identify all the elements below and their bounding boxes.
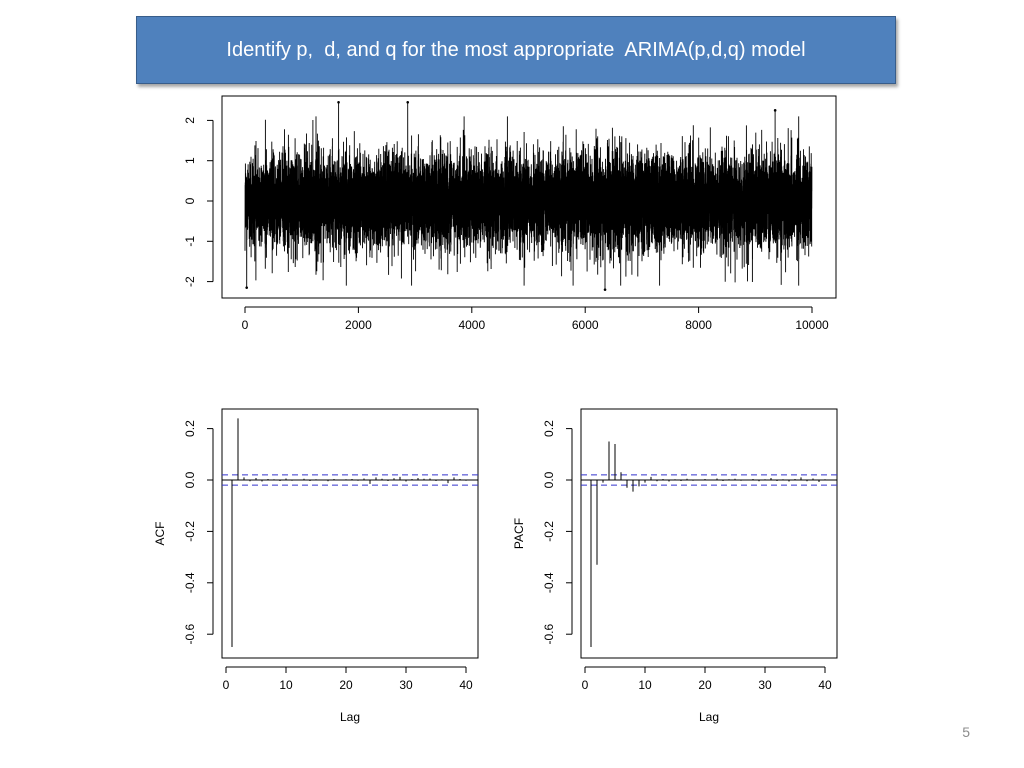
plot-frame: [221, 95, 837, 299]
y-tick-label: -1: [183, 236, 197, 247]
x-tick-label: 8000: [685, 318, 712, 332]
series-line: [244, 102, 813, 290]
y-tick-label: -0.4: [183, 572, 197, 593]
y-tick-label: -0.6: [542, 624, 556, 645]
y-tick-label: 0: [183, 197, 197, 204]
x-axis-title: Lag: [699, 710, 719, 724]
x-tick-label: 2000: [345, 318, 372, 332]
series-extreme-point: [245, 286, 249, 289]
x-axis-title: Lag: [340, 710, 360, 724]
acf-plot: 0 10 20 30 40 -0.6 -0.4 -0.2 0.0 0.2 Lag ACF: [153, 408, 479, 724]
y-tick-label: -0.6: [183, 624, 197, 645]
y-tick-label: -2: [183, 276, 197, 287]
x-tick-label: 0: [223, 678, 230, 692]
slide-title: Identify p, d, and q for the most approp…: [226, 38, 806, 61]
series-extreme-point: [773, 109, 777, 112]
plot-frame: [221, 408, 479, 659]
y-axis-title: PACF: [512, 518, 526, 549]
y-tick-label: -0.2: [183, 521, 197, 542]
x-tick-label: 20: [339, 678, 353, 692]
pacf-plot: 0 10 20 30 40 -0.6 -0.4 -0.2 0.0 0.2 Lag PACF: [512, 408, 838, 724]
series-extreme-point: [406, 100, 410, 104]
x-tick-label: 0: [242, 318, 249, 332]
y-axis-title: ACF: [153, 522, 167, 546]
y-tick-label: 0.2: [183, 420, 197, 437]
x-tick-label: 30: [758, 678, 772, 692]
x-tick-label: 40: [818, 678, 832, 692]
x-tick-label: 0: [582, 678, 589, 692]
x-tick-label: 4000: [458, 318, 485, 332]
x-tick-label: 30: [399, 678, 413, 692]
y-tick-label: -0.2: [542, 521, 556, 542]
x-tick-label: 10000: [795, 318, 829, 332]
y-tick-label: 1: [183, 157, 197, 164]
time-series-plot: 0 2000 4000 6000 8000 10000 -2 -1 0 1 2: [183, 95, 837, 332]
y-tick-label: 0.2: [542, 420, 556, 437]
y-tick-label: 0.0: [542, 471, 556, 488]
slide-number: 5: [962, 724, 970, 740]
slide-title-box: Identify p, d, and q for the most approp…: [136, 16, 896, 84]
plot-frame: [580, 408, 838, 659]
x-tick-label: 10: [279, 678, 293, 692]
y-tick-label: -0.4: [542, 572, 556, 593]
x-tick-label: 20: [698, 678, 712, 692]
series-extreme-point: [337, 100, 340, 104]
x-tick-label: 40: [459, 678, 473, 692]
y-tick-label: 0.0: [183, 471, 197, 488]
series-extreme-point: [603, 288, 607, 291]
x-tick-label: 6000: [572, 318, 599, 332]
x-tick-label: 10: [638, 678, 652, 692]
y-tick-label: 2: [183, 117, 197, 124]
